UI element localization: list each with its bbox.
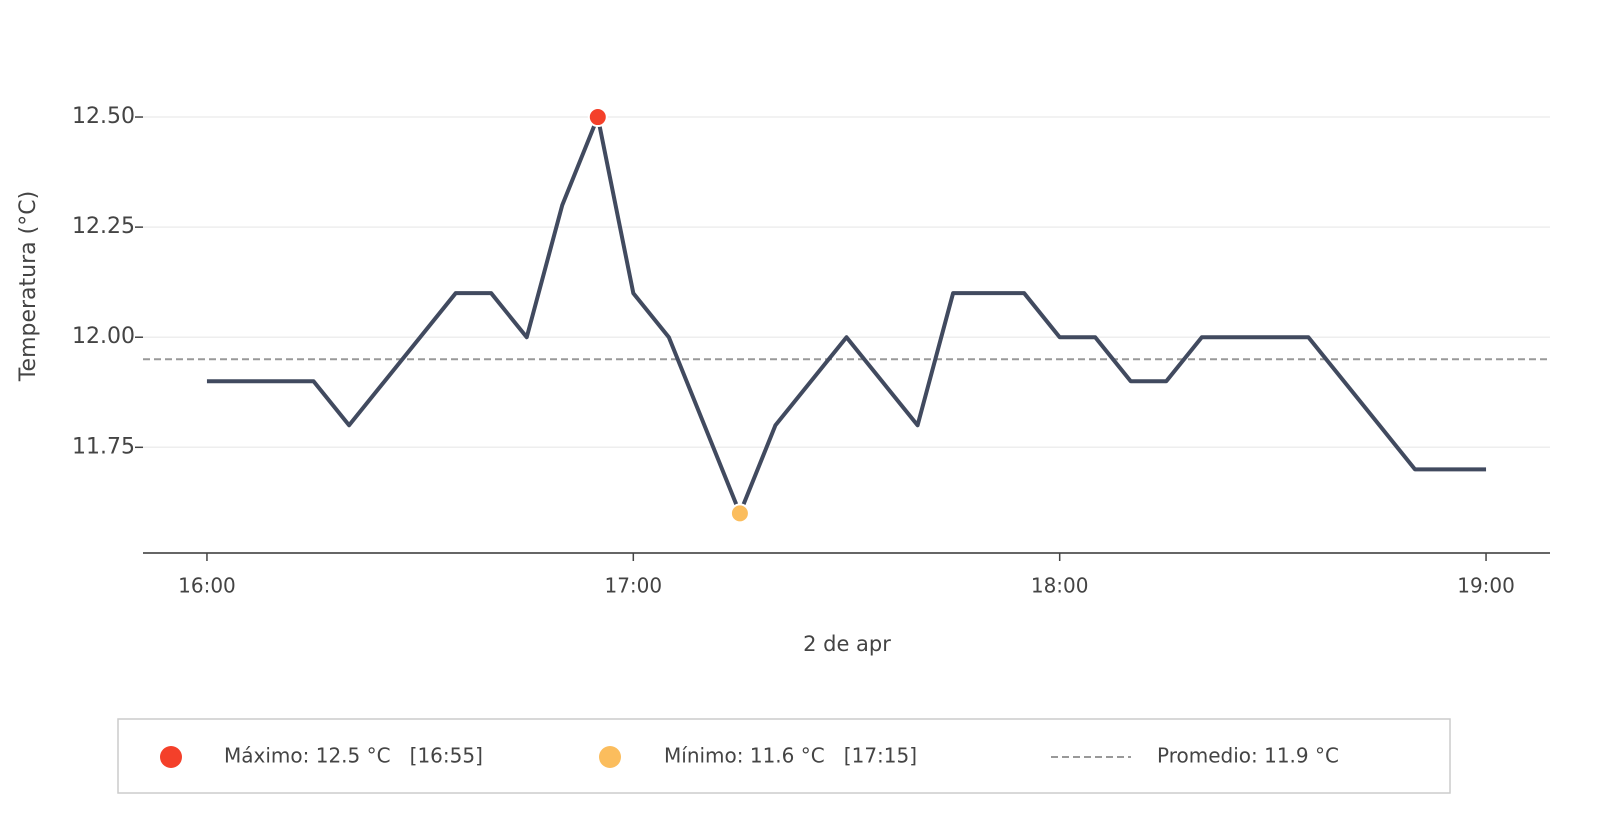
legend-label: Mínimo: 11.6 °C [17:15] (664, 744, 917, 768)
x-tick-label: 19:00 (1457, 574, 1515, 598)
y-tick-label: 12.50 (72, 104, 135, 129)
series-line (206, 115, 1487, 516)
legend-marker (599, 746, 621, 768)
min-point (729, 503, 750, 524)
max-point (587, 107, 608, 128)
legend-label: Máximo: 12.5 °C [16:55] (224, 744, 483, 768)
x-axis-label: 2 de apr (803, 632, 891, 656)
legend-label: Promedio: 11.9 °C (1157, 744, 1339, 768)
legend-box (117, 718, 1451, 794)
y-tick-label: 12.25 (72, 214, 135, 239)
y-tick-label: 12.00 (72, 324, 135, 349)
y-axis-label: Temperatura (°C) (16, 191, 41, 382)
y-tick-label: 11.75 (72, 434, 135, 459)
x-tick-label: 17:00 (604, 574, 662, 598)
x-tick-label: 18:00 (1031, 574, 1089, 598)
x-tick-label: 16:00 (178, 574, 236, 598)
legend-marker (160, 746, 182, 768)
